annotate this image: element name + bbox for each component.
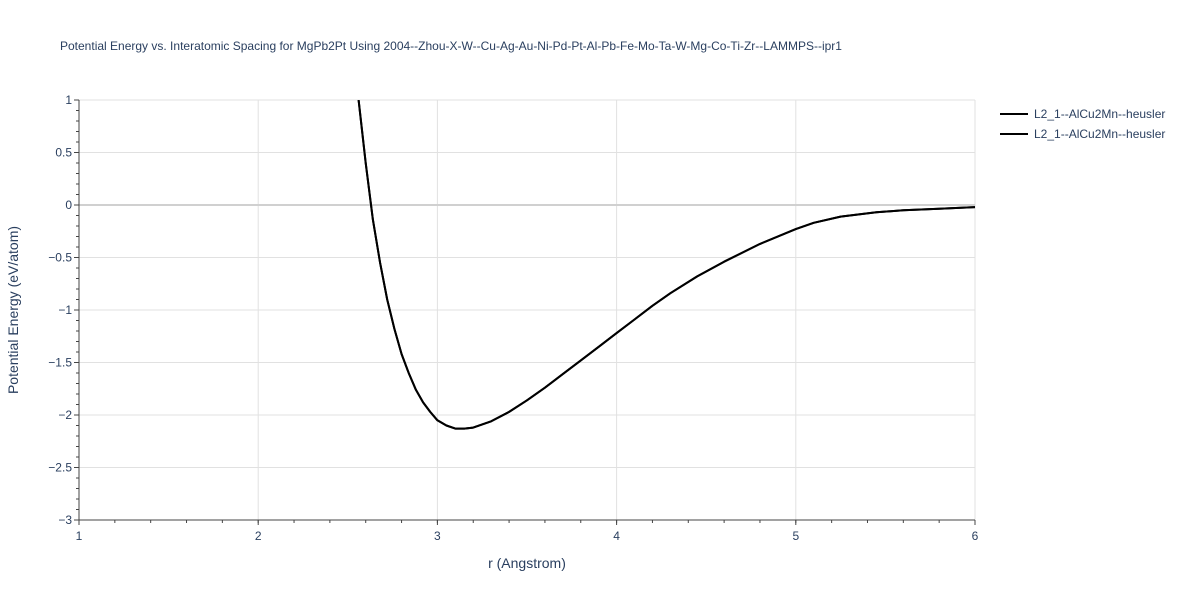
legend-label: L2_1--AlCu2Mn--heusler <box>1034 107 1165 121</box>
y-axis-title: Potential Energy (eV/atom) <box>5 226 21 394</box>
x-axis-title: r (Angstrom) <box>488 555 566 571</box>
tick-labels: 1 2 3 4 5 6 1 0.5 0 −0.5 −1 −1.5 −2 −2.5 −3 <box>48 93 978 543</box>
y-tick-label: −1.5 <box>48 356 72 370</box>
legend-item-1[interactable]: L2_1--AlCu2Mn--heusler <box>1000 107 1165 121</box>
y-tick-label: 1 <box>65 93 72 107</box>
x-tick-label: 4 <box>613 529 620 543</box>
x-tick-label: 1 <box>76 529 83 543</box>
x-tick-label: 3 <box>434 529 441 543</box>
legend-item-2[interactable]: L2_1--AlCu2Mn--heusler <box>1000 127 1165 141</box>
axes <box>74 99 976 525</box>
x-tick-label: 6 <box>972 529 979 543</box>
legend[interactable]: L2_1--AlCu2Mn--heusler L2_1--AlCu2Mn--heu… <box>1000 107 1165 141</box>
series-line-2 <box>357 100 975 430</box>
series-line-1 <box>357 100 975 430</box>
x-tick-label: 2 <box>255 529 262 543</box>
grid <box>79 99 976 520</box>
y-tick-label: 0 <box>65 198 72 212</box>
y-tick-label: −1 <box>58 303 72 317</box>
chart-title: Potential Energy vs. Interatomic Spacing… <box>60 39 842 53</box>
legend-label: L2_1--AlCu2Mn--heusler <box>1034 127 1165 141</box>
y-tick-label: −0.5 <box>48 251 72 265</box>
y-tick-label: −2.5 <box>48 461 72 475</box>
y-tick-label: −2 <box>58 408 72 422</box>
x-tick-label: 5 <box>792 529 799 543</box>
series-layer <box>357 100 975 430</box>
y-tick-label: 0.5 <box>55 146 72 160</box>
y-tick-label: −3 <box>58 513 72 527</box>
